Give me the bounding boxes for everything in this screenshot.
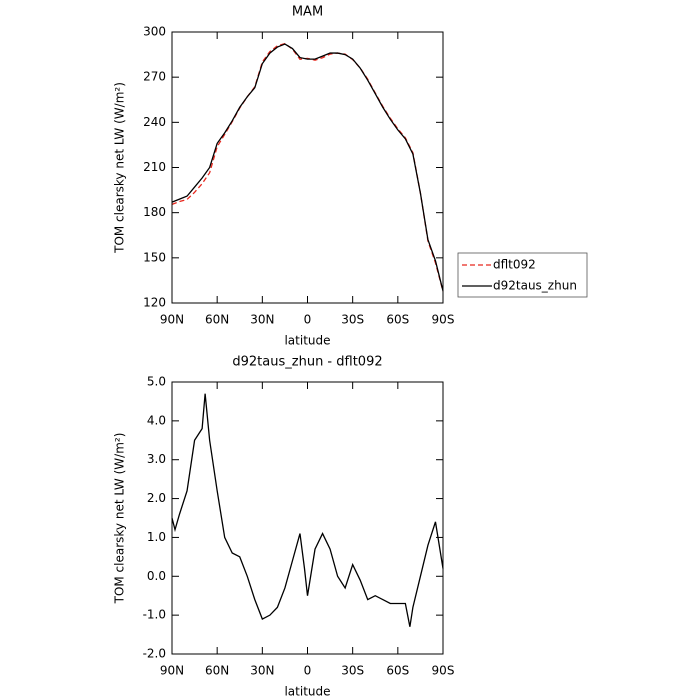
x-tick-label: 0 xyxy=(304,664,312,678)
plot-frame xyxy=(171,381,444,655)
y-tick-label: 0.0 xyxy=(147,569,166,583)
data-line xyxy=(171,42,444,292)
y-axis-label: TOM clearsky net LW (W/m²) xyxy=(113,433,127,605)
legend-box xyxy=(457,252,588,298)
legend-label: d92taus_zhun xyxy=(493,279,577,293)
y-axis-label: TOM clearsky net LW (W/m²) xyxy=(113,82,127,254)
x-tick-label: 60N xyxy=(205,664,229,678)
data-line xyxy=(171,393,444,627)
y-tick-label: 240 xyxy=(143,115,166,129)
y-tick-label: -1.0 xyxy=(143,608,166,622)
x-tick-label: 90N xyxy=(160,313,184,327)
y-tick-label: 120 xyxy=(143,296,166,310)
x-tick-label: 90S xyxy=(432,313,455,327)
y-tick-label: 210 xyxy=(143,160,166,174)
x-tick-label: 60S xyxy=(386,664,409,678)
x-tick-label: 60S xyxy=(386,313,409,327)
x-tick-label: 30S xyxy=(341,664,364,678)
y-tick-label: 180 xyxy=(143,205,166,219)
legend-label: dflt092 xyxy=(493,258,536,272)
data-line xyxy=(171,43,444,292)
chart-title: d92taus_zhun - dflt092 xyxy=(232,355,382,370)
y-tick-label: 4.0 xyxy=(147,413,166,427)
y-tick-label: 2.0 xyxy=(147,491,166,505)
x-tick-label: 30N xyxy=(250,664,274,678)
chart-title: MAM xyxy=(292,5,323,20)
x-axis-label: latitude xyxy=(284,334,330,348)
y-tick-label: 270 xyxy=(143,70,166,84)
x-tick-label: 90N xyxy=(160,664,184,678)
x-tick-label: 30S xyxy=(341,313,364,327)
x-tick-label: 0 xyxy=(304,313,312,327)
y-tick-label: -2.0 xyxy=(143,647,166,661)
y-tick-label: 3.0 xyxy=(147,452,166,466)
x-tick-label: 90S xyxy=(432,664,455,678)
plot-frame xyxy=(171,31,444,304)
y-tick-label: 300 xyxy=(143,25,166,39)
y-tick-label: 150 xyxy=(143,250,166,264)
y-tick-label: 5.0 xyxy=(147,375,166,389)
x-tick-label: 30N xyxy=(250,313,274,327)
y-tick-label: 1.0 xyxy=(147,530,166,544)
x-axis-label: latitude xyxy=(284,685,330,699)
x-tick-label: 60N xyxy=(205,313,229,327)
